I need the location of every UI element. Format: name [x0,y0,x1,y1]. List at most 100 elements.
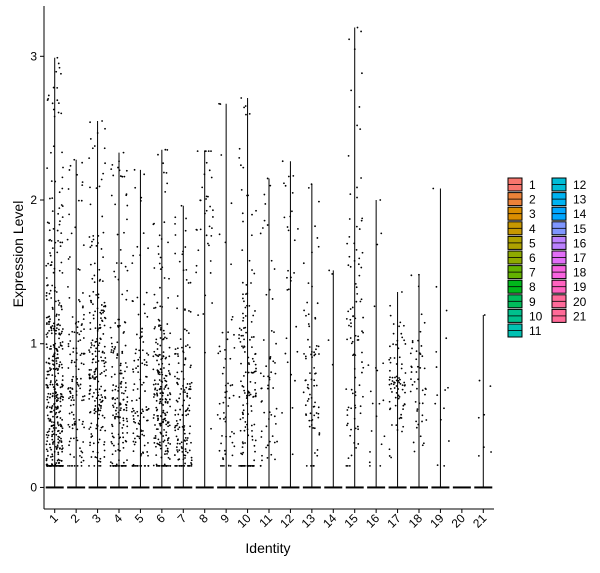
data-point [184,246,187,248]
data-point [303,309,305,312]
data-point [88,376,91,379]
data-point [57,438,60,441]
data-point [248,112,251,115]
data-point [61,375,64,377]
data-point [68,412,71,415]
data-point [165,380,168,383]
data-point [138,349,141,352]
data-point [68,444,70,447]
data-point [361,330,363,333]
data-point [240,380,242,383]
data-point [157,438,160,441]
legend-item-6: 6 [507,250,536,265]
data-point [54,286,56,289]
data-point [181,346,183,349]
data-point [89,321,92,324]
data-point [122,419,125,422]
data-point [93,392,95,394]
data-point [409,352,412,355]
y-tick-label: 2 [30,193,37,207]
data-point [353,417,356,420]
data-point [53,325,56,328]
data-point [232,394,235,397]
data-point [354,427,357,430]
data-point [95,244,98,247]
data-point [131,262,134,264]
data-point [60,332,63,335]
data-point [398,381,401,384]
data-point [383,435,386,438]
data-point [401,430,403,433]
data-point [54,241,57,244]
data-point [97,460,100,463]
data-point [204,351,206,354]
data-point [313,427,316,430]
data-point [158,319,161,322]
data-point [147,353,150,356]
data-point [48,430,50,433]
data-point [100,407,102,409]
data-point [242,386,245,388]
data-point [188,346,191,349]
data-point [92,314,95,317]
data-point [121,426,124,429]
data-point [123,231,125,234]
data-point [419,330,422,333]
data-point [124,382,127,384]
data-point [354,391,357,393]
data-point [175,446,178,449]
data-point [313,414,316,417]
data-point [224,420,227,423]
data-point [266,444,269,447]
data-point [69,340,72,342]
data-point [159,324,162,327]
legend-item-2: 2 [507,192,536,207]
data-point [187,332,190,334]
data-point [103,324,106,327]
data-point [314,401,316,404]
data-point [167,422,169,425]
data-point [233,346,236,349]
data-point [360,30,362,33]
violin-20 [452,486,471,489]
data-point [247,371,250,374]
data-point [315,344,318,347]
data-point [313,379,316,382]
data-point [110,342,113,345]
x-tick-label: 13 [299,511,319,531]
data-point [392,383,395,386]
data-point [52,108,55,111]
data-point [205,161,208,164]
data-point [244,306,247,309]
data-point [186,383,189,385]
legend-label: 13 [573,193,587,207]
data-point [51,306,54,309]
data-point [261,454,263,457]
data-point [103,345,106,348]
data-point [315,384,318,387]
data-point [260,401,263,403]
data-point [135,428,138,430]
data-point [55,445,57,448]
data-point [46,384,49,387]
data-point [318,432,321,434]
data-point [117,278,120,281]
data-point [118,459,120,462]
data-point [166,402,169,404]
data-point [274,361,276,364]
data-point [53,267,56,270]
data-point [178,464,181,467]
data-point [112,436,115,439]
data-point [251,357,254,360]
data-point [58,365,61,368]
data-point [249,464,252,467]
data-point [47,392,50,395]
data-point [111,389,114,392]
data-point [241,212,244,215]
data-point [117,326,120,328]
data-point [357,263,360,266]
data-point [112,174,115,177]
data-point [157,253,160,255]
data-point [185,443,188,445]
